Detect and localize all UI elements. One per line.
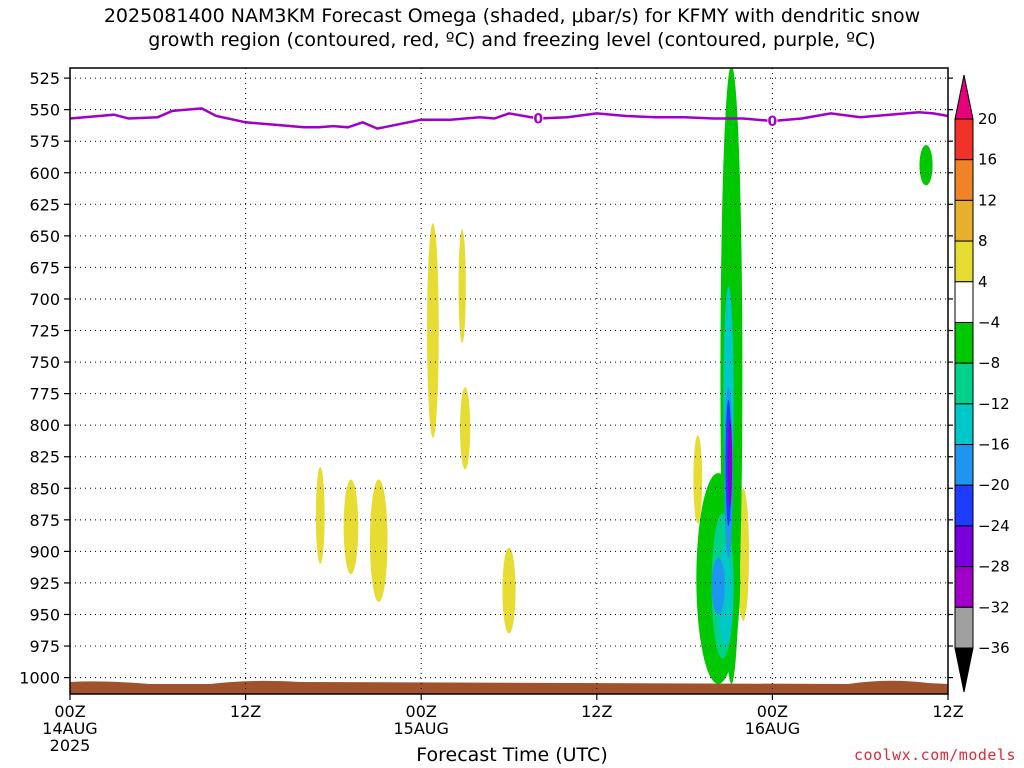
colorbar-box-11 <box>954 525 974 568</box>
y-tick-label-950: 950 <box>29 605 60 624</box>
colorbar-label-11: −28 <box>978 558 1010 576</box>
y-tick-label-650: 650 <box>29 227 60 246</box>
omega-region-4 <box>343 479 359 575</box>
colorbar-label-2: 12 <box>978 191 997 209</box>
ground-layer <box>70 680 948 694</box>
colorbar-box-7 <box>954 362 974 405</box>
colorbar: 20 16 12 8 4 −4 −8 −12 −16 −20 −24 −28 −32 −36 <box>954 74 1010 693</box>
omega-region-7 <box>693 435 703 524</box>
chart-title-line-2: growth region (contoured, red, ºC) and f… <box>148 29 876 51</box>
omega-region-11 <box>919 144 933 186</box>
y-tick-label-800: 800 <box>29 416 60 435</box>
y-tick-label-525: 525 <box>29 69 60 88</box>
colorbar-label-12: −32 <box>978 598 1010 616</box>
x-tick-label-4: 00Z <box>757 702 788 721</box>
omega-shading-layer <box>315 68 933 684</box>
colorbar-label-13: −36 <box>978 639 1010 657</box>
y-tick-label-825: 825 <box>29 448 60 467</box>
y-tick-label-1000: 1000 <box>19 669 60 688</box>
x-axis-label: Forecast Time (UTC) <box>416 744 608 766</box>
x-tick-date-0: 14AUG <box>42 719 97 738</box>
colorbar-box-10 <box>954 484 974 527</box>
colorbar-label-3: 8 <box>978 232 988 250</box>
y-tick-label-700: 700 <box>29 290 60 309</box>
credit-text: coolwx.com/models <box>853 746 1016 764</box>
y-tick-label-850: 850 <box>29 479 60 498</box>
x-tick-year-0: 2025 <box>50 736 91 755</box>
colorbar-label-10: −24 <box>978 517 1010 535</box>
omega-region-2 <box>459 387 471 470</box>
omega-region-1 <box>458 229 466 344</box>
chart-title: 2025081400 NAM3KM Forecast Omega (shaded… <box>0 4 1024 52</box>
colorbar-label-0: 20 <box>978 110 997 128</box>
y-tick-label-550: 550 <box>29 101 60 120</box>
y-tick-label-975: 975 <box>29 637 60 656</box>
colorbar-label-1: 16 <box>978 151 997 169</box>
colorbar-bottom-arrow <box>954 647 974 693</box>
colorbar-box-3 <box>954 199 974 242</box>
x-tick-date-2: 15AUG <box>393 719 448 738</box>
freezing-level-label-bg-0 <box>533 110 544 126</box>
colorbar-box-1 <box>954 118 974 161</box>
y-tick-label-725: 725 <box>29 322 60 341</box>
colorbar-label-6: −8 <box>978 354 1000 372</box>
colorbar-box-4 <box>954 240 974 283</box>
colorbar-top-arrow <box>954 74 974 120</box>
axes-layer: 525 550 575 600 625 650 675 700 725 750 775 800 825 8… <box>19 67 964 755</box>
ground-terrain <box>70 680 948 694</box>
y-tick-label-900: 900 <box>29 542 60 561</box>
colorbar-box-9 <box>954 444 974 486</box>
freezing-level-line <box>70 107 948 130</box>
colorbar-label-9: −20 <box>978 476 1010 494</box>
omega-region-18 <box>727 418 733 508</box>
colorbar-label-8: −16 <box>978 436 1010 454</box>
x-tick-label-1: 12Z <box>230 702 261 721</box>
colorbar-label-5: −4 <box>978 313 1000 331</box>
y-tick-label-925: 925 <box>29 574 60 593</box>
colorbar-box-6 <box>954 321 974 364</box>
x-tick-label-3: 12Z <box>581 702 612 721</box>
y-tick-label-600: 600 <box>29 164 60 183</box>
omega-region-5 <box>369 479 388 602</box>
colorbar-box-12 <box>954 566 974 608</box>
colorbar-box-5 <box>954 281 974 323</box>
omega-region-16 <box>711 557 725 615</box>
y-tick-label-575: 575 <box>29 132 60 151</box>
plot-frame <box>69 67 949 695</box>
x-tick-date-4: 16AUG <box>745 719 800 738</box>
x-tick-label-2: 00Z <box>406 702 437 721</box>
x-tick-label-5: 12Z <box>932 702 963 721</box>
y-tick-label-675: 675 <box>29 258 60 277</box>
colorbar-label-7: −12 <box>978 395 1010 413</box>
x-tick-label-0: 00Z <box>54 702 85 721</box>
chart-title-line-1: 2025081400 NAM3KM Forecast Omega (shaded… <box>103 5 921 27</box>
colorbar-box-8 <box>954 403 974 446</box>
y-tick-label-875: 875 <box>29 511 60 530</box>
colorbar-box-13 <box>954 606 974 649</box>
freezing-level-label-bg-1 <box>767 113 778 129</box>
colorbar-label-4: 4 <box>978 273 988 291</box>
omega-region-3 <box>315 466 325 565</box>
y-tick-label-775: 775 <box>29 385 60 404</box>
freezing-level-label-1: 0 <box>768 114 778 130</box>
colorbar-box-2 <box>954 159 974 201</box>
freezing-level-label-0: 0 <box>533 111 543 127</box>
y-tick-label-625: 625 <box>29 195 60 214</box>
y-tick-label-750: 750 <box>29 353 60 372</box>
omega-region-6 <box>502 547 516 634</box>
omega-region-0 <box>427 223 439 438</box>
